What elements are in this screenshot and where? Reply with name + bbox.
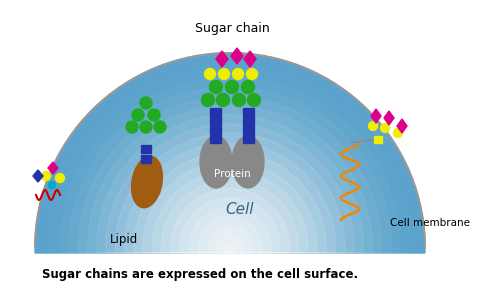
Ellipse shape bbox=[232, 94, 246, 107]
Ellipse shape bbox=[394, 129, 402, 138]
Polygon shape bbox=[226, 244, 234, 253]
Polygon shape bbox=[125, 142, 335, 253]
Polygon shape bbox=[374, 136, 382, 143]
Ellipse shape bbox=[200, 136, 232, 188]
Polygon shape bbox=[141, 155, 151, 163]
Ellipse shape bbox=[42, 171, 50, 181]
Ellipse shape bbox=[140, 97, 152, 109]
Text: Cell: Cell bbox=[226, 203, 254, 218]
Ellipse shape bbox=[126, 121, 138, 133]
Text: Lipid: Lipid bbox=[110, 233, 138, 246]
Polygon shape bbox=[216, 51, 228, 67]
Polygon shape bbox=[243, 126, 254, 134]
Polygon shape bbox=[33, 170, 43, 182]
Polygon shape bbox=[371, 109, 381, 123]
Ellipse shape bbox=[248, 94, 261, 107]
Ellipse shape bbox=[132, 156, 162, 208]
Polygon shape bbox=[244, 51, 256, 67]
Ellipse shape bbox=[217, 94, 229, 107]
Polygon shape bbox=[189, 207, 271, 253]
Polygon shape bbox=[161, 179, 298, 253]
Polygon shape bbox=[210, 126, 221, 134]
Polygon shape bbox=[210, 117, 221, 125]
Ellipse shape bbox=[148, 109, 160, 121]
Polygon shape bbox=[97, 115, 363, 253]
Ellipse shape bbox=[209, 81, 223, 94]
Polygon shape bbox=[35, 53, 425, 253]
Ellipse shape bbox=[232, 68, 243, 79]
Polygon shape bbox=[210, 135, 221, 142]
Ellipse shape bbox=[241, 81, 254, 94]
Polygon shape bbox=[207, 226, 252, 253]
Polygon shape bbox=[217, 235, 243, 253]
Ellipse shape bbox=[205, 68, 216, 79]
Polygon shape bbox=[134, 152, 326, 253]
Ellipse shape bbox=[368, 121, 377, 131]
Ellipse shape bbox=[247, 68, 258, 79]
Ellipse shape bbox=[132, 109, 144, 121]
Ellipse shape bbox=[140, 121, 152, 133]
Polygon shape bbox=[384, 111, 394, 125]
Polygon shape bbox=[88, 105, 373, 253]
Ellipse shape bbox=[48, 181, 56, 188]
Polygon shape bbox=[171, 189, 289, 253]
Polygon shape bbox=[141, 145, 151, 153]
Polygon shape bbox=[48, 162, 58, 174]
Polygon shape bbox=[243, 135, 254, 142]
Ellipse shape bbox=[226, 81, 239, 94]
Polygon shape bbox=[243, 108, 254, 116]
Polygon shape bbox=[210, 108, 221, 116]
Ellipse shape bbox=[232, 136, 264, 188]
Polygon shape bbox=[180, 198, 280, 253]
Polygon shape bbox=[231, 48, 243, 64]
Ellipse shape bbox=[202, 94, 215, 107]
Polygon shape bbox=[115, 133, 345, 253]
Polygon shape bbox=[152, 170, 308, 253]
Text: Protein: Protein bbox=[214, 169, 251, 179]
Polygon shape bbox=[143, 161, 317, 253]
Polygon shape bbox=[198, 216, 262, 253]
Polygon shape bbox=[243, 117, 254, 125]
Text: Cell membrane: Cell membrane bbox=[390, 218, 470, 228]
Text: Sugar chain: Sugar chain bbox=[194, 22, 269, 35]
Polygon shape bbox=[397, 119, 407, 133]
Ellipse shape bbox=[380, 123, 389, 132]
Text: Sugar chains are expressed on the cell surface.: Sugar chains are expressed on the cell s… bbox=[42, 268, 358, 281]
Ellipse shape bbox=[154, 121, 166, 133]
Polygon shape bbox=[106, 124, 354, 253]
Ellipse shape bbox=[218, 68, 229, 79]
Ellipse shape bbox=[56, 173, 65, 182]
